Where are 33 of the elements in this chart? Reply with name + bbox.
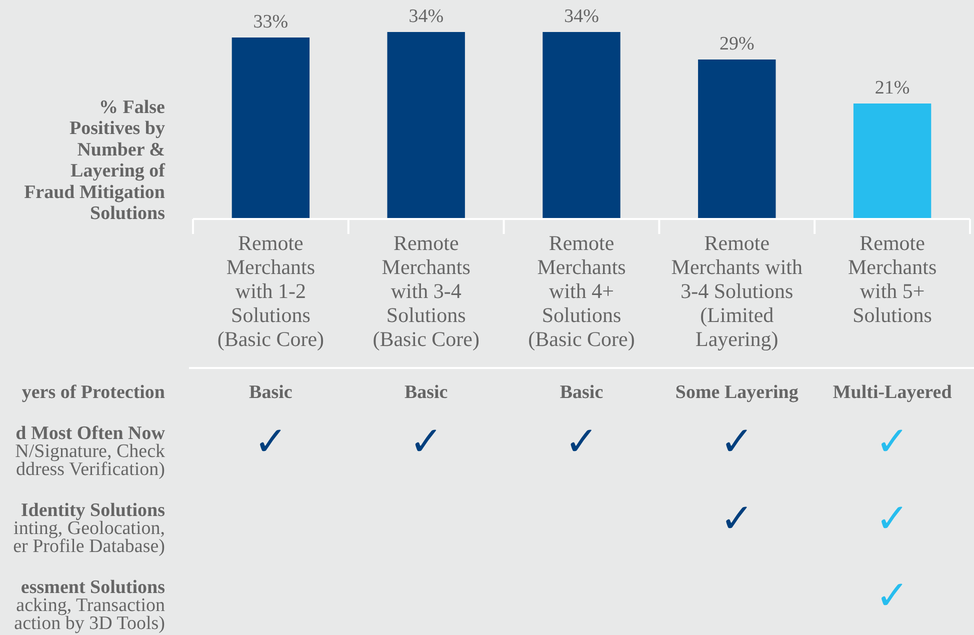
x-tick-label: Remote Merchants with 3-4 Solutions (Basic Core) [372,231,480,351]
x-tick-label: Remote Merchants with 3-4 Solutions (Limited Layering) [671,231,803,351]
text: Basic [404,382,448,403]
x-tick-label: Remote Merchants with 5+ Solutions [848,231,937,327]
text: Identity Solutions inting, Geolocation, er Profile Database) [13,500,165,557]
text: ✓ [564,419,598,465]
text: Multi-Layered [832,382,952,403]
text: ✓ [254,419,288,465]
bar [387,32,465,219]
bar [698,60,776,219]
text: ✓ [720,419,754,465]
text: ✓ [876,419,910,465]
data-label: 34% [408,6,444,27]
text: ✓ [720,496,754,542]
text: ✓ [876,573,910,619]
data-label: 33% [253,12,288,32]
text: essment Solutions acking, Transaction action by 3D Tools) [14,577,166,634]
data-label: 29% [719,34,754,54]
text: Some Layering [675,382,799,403]
x-tick-label: Remote Merchants with 1-2 Solutions (Basic Core) [217,231,324,351]
data-label: 21% [874,78,910,98]
data-label: 34% [564,6,600,27]
text: ✓ [409,419,443,465]
text: d Most Often Now N/Signature, Check ddress Verification) [15,423,166,480]
text: ✓ [876,496,910,542]
text: yers of Protection [22,382,166,403]
text: Basic [560,382,604,403]
bar [232,38,310,219]
bar [853,104,932,219]
bar [542,32,620,219]
x-tick-label: Remote Merchants with 4+ Solutions (Basic Core) [528,231,635,351]
y-axis-title: % False Positives by Number & Layering of Fraud Mitigation Solutions [24,97,166,224]
text: Basic [249,382,292,403]
